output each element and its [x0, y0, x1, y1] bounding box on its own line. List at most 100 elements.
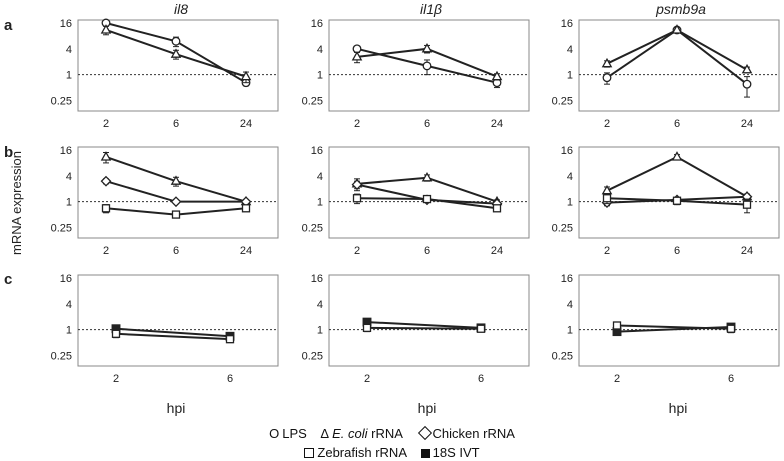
legend-label-chicken: Chicken rRNA: [432, 426, 515, 441]
x-tick-label: 2: [364, 373, 370, 385]
y-tick-label: 16: [311, 273, 323, 285]
y-tick-label: 1: [66, 197, 72, 209]
series-line-filled-square: [366, 321, 482, 329]
filled-square-icon: [420, 449, 430, 458]
y-tick-label: 16: [561, 145, 573, 157]
panel-c-il1b: 16 4 1 0.25 2 6: [302, 273, 530, 385]
panel-frame: [328, 146, 530, 239]
x-tick-label: 24: [240, 245, 252, 257]
circle-marker: [422, 61, 432, 71]
y-tick-label: 0.25: [51, 350, 72, 362]
circle-marker: [171, 36, 181, 46]
legend-row-2: Zebrafish rRNA 18S IVT: [0, 445, 784, 460]
triangle-marker: [671, 151, 683, 161]
triangle-marker: [100, 151, 112, 161]
legend-symbol-lps: O: [269, 426, 280, 441]
y-tick-label: 0.25: [302, 222, 323, 234]
panel-frame: [77, 146, 279, 239]
panel-a-psmb9a: 16 4 1 0.25 2 6 24: [552, 18, 780, 130]
square-marker: [422, 194, 432, 204]
y-tick-label: 16: [311, 145, 323, 157]
y-tick-label: 0.25: [302, 95, 323, 107]
y-tick-label: 16: [561, 18, 573, 30]
x-axis-label-col2: hpi: [418, 400, 437, 416]
x-axis-label-col3: hpi: [669, 400, 688, 416]
y-tick-label: 0.25: [51, 222, 72, 234]
y-tick-label: 4: [66, 171, 72, 183]
y-tick-label: 0.25: [552, 95, 573, 107]
square-marker: [111, 329, 121, 338]
y-tick-label: 4: [317, 44, 323, 56]
square-marker: [612, 321, 622, 330]
column-title-il1b: il1β: [420, 1, 442, 17]
triangle-marker: [240, 70, 252, 81]
square-marker: [241, 204, 251, 213]
y-tick-label: 4: [66, 299, 72, 311]
square-marker: [726, 324, 736, 333]
square-marker: [101, 204, 111, 213]
y-tick-label: 16: [561, 273, 573, 285]
square-marker: [362, 323, 372, 333]
legend-label-ecoli-species: E. coli: [332, 426, 368, 441]
y-tick-label: 4: [567, 171, 573, 183]
x-tick-label: 2: [103, 118, 109, 130]
panel-frame: [77, 19, 279, 112]
x-tick-label: 6: [173, 245, 179, 257]
row-label-b: b: [4, 144, 13, 161]
x-tick-label: 6: [674, 118, 680, 130]
x-tick-label: 2: [604, 118, 610, 130]
triangle-marker: [100, 24, 112, 34]
y-tick-label: 0.25: [552, 350, 573, 362]
y-tick-label: 16: [60, 18, 72, 30]
y-tick-label: 4: [567, 299, 573, 311]
triangle-marker: [170, 175, 182, 185]
x-tick-label: 6: [424, 118, 430, 130]
panel-frame: [578, 146, 780, 239]
x-tick-label: 2: [113, 373, 119, 385]
panel-frame: [77, 274, 279, 367]
row-label-a: a: [4, 17, 13, 34]
x-tick-label: 2: [103, 245, 109, 257]
panel-frame: [578, 274, 780, 367]
square-marker: [352, 194, 362, 203]
diamond-marker: [351, 179, 363, 191]
series-line-filled-square: [115, 327, 231, 338]
square-marker: [492, 204, 502, 213]
panel-frame: [578, 19, 780, 112]
diamond-marker: [100, 175, 112, 187]
x-tick-label: 6: [478, 373, 484, 385]
legend-item-zebrafish: Zebrafish rRNA: [304, 445, 407, 460]
y-tick-label: 16: [311, 18, 323, 30]
diamond-icon: [417, 425, 432, 441]
panel-a-il8: 16 4 1 0.25 2 6 24: [51, 18, 279, 130]
row-label-c: c: [4, 271, 12, 288]
triangle-marker: [421, 42, 433, 53]
panel-a-il1b: 16 4 1 0.25 2 6 24: [302, 18, 530, 130]
column-title-il8: il8: [174, 1, 188, 17]
x-tick-label: 6: [674, 245, 680, 257]
panel-c-psmb9a: 16 4 1 0.25 2 6: [552, 273, 780, 385]
legend-symbol-ecoli: Δ: [320, 426, 330, 441]
y-tick-label: 1: [317, 197, 323, 209]
x-tick-label: 24: [741, 245, 753, 257]
legend-item-ecoli: Δ E. coli rRNA: [320, 426, 402, 441]
panel-frame: [328, 19, 530, 112]
legend-item-18s: 18S IVT: [420, 445, 480, 460]
column-title-psmb9a: psmb9a: [655, 1, 706, 17]
x-tick-label: 2: [604, 245, 610, 257]
triangle-marker: [421, 171, 433, 182]
square-marker: [602, 194, 612, 203]
diamond-marker: [170, 196, 182, 208]
series-line-square: [366, 326, 482, 330]
legend-item-lps: O LPS: [269, 426, 307, 441]
square-marker: [225, 335, 235, 344]
panel-b-il8: 16 4 1 0.25 2 6 24: [51, 145, 279, 257]
legend-label-ecoli: rRNA: [367, 426, 403, 441]
legend-label-lps: LPS: [282, 426, 307, 441]
x-tick-label: 2: [354, 118, 360, 130]
circle-marker: [742, 79, 752, 89]
y-tick-label: 16: [60, 273, 72, 285]
square-marker: [672, 196, 682, 205]
panel-b-psmb9a: 16 4 1 0.25 2 6 24: [552, 145, 780, 257]
circle-marker: [602, 73, 612, 83]
